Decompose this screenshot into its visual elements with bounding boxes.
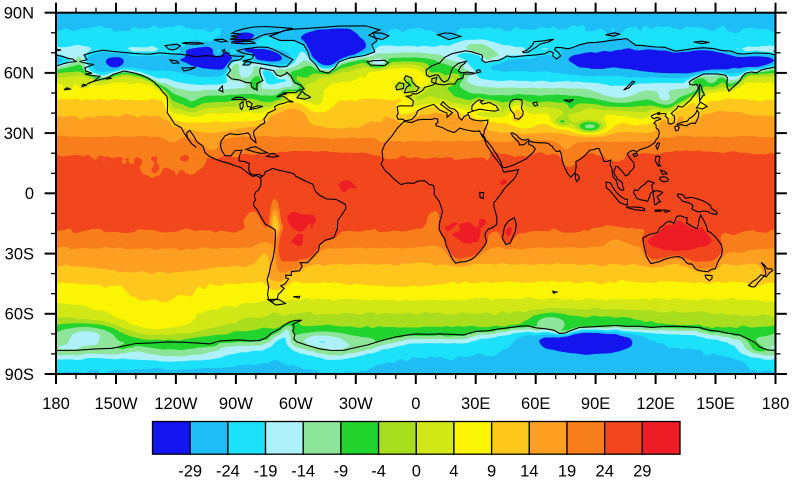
svg-text:-4: -4: [371, 463, 386, 481]
svg-text:180: 180: [762, 395, 790, 413]
svg-text:24: 24: [596, 463, 614, 481]
svg-text:30E: 30E: [461, 395, 490, 413]
svg-text:0: 0: [412, 463, 421, 481]
svg-text:60S: 60S: [5, 306, 34, 324]
svg-text:0: 0: [25, 185, 34, 203]
svg-text:-24: -24: [216, 463, 240, 481]
svg-text:29: 29: [633, 463, 651, 481]
svg-text:0: 0: [411, 395, 420, 413]
svg-text:90N: 90N: [4, 5, 34, 23]
svg-text:14: 14: [520, 463, 538, 481]
svg-text:60E: 60E: [521, 395, 550, 413]
svg-text:-14: -14: [291, 463, 315, 481]
svg-text:-29: -29: [178, 463, 202, 481]
svg-text:19: 19: [558, 463, 576, 481]
svg-text:90E: 90E: [581, 395, 610, 413]
svg-text:30N: 30N: [4, 125, 34, 143]
svg-text:9: 9: [487, 463, 496, 481]
svg-text:120E: 120E: [636, 395, 675, 413]
svg-text:30S: 30S: [5, 245, 34, 263]
svg-text:90S: 90S: [5, 366, 34, 384]
svg-text:120W: 120W: [154, 395, 198, 413]
svg-text:60N: 60N: [4, 65, 34, 83]
svg-text:-9: -9: [334, 463, 349, 481]
svg-text:150W: 150W: [94, 395, 138, 413]
svg-text:90W: 90W: [219, 395, 253, 413]
svg-text:60W: 60W: [279, 395, 313, 413]
svg-text:-19: -19: [254, 463, 278, 481]
svg-text:4: 4: [449, 463, 458, 481]
svg-text:150E: 150E: [696, 395, 735, 413]
svg-text:30W: 30W: [339, 395, 373, 413]
svg-text:180: 180: [42, 395, 70, 413]
